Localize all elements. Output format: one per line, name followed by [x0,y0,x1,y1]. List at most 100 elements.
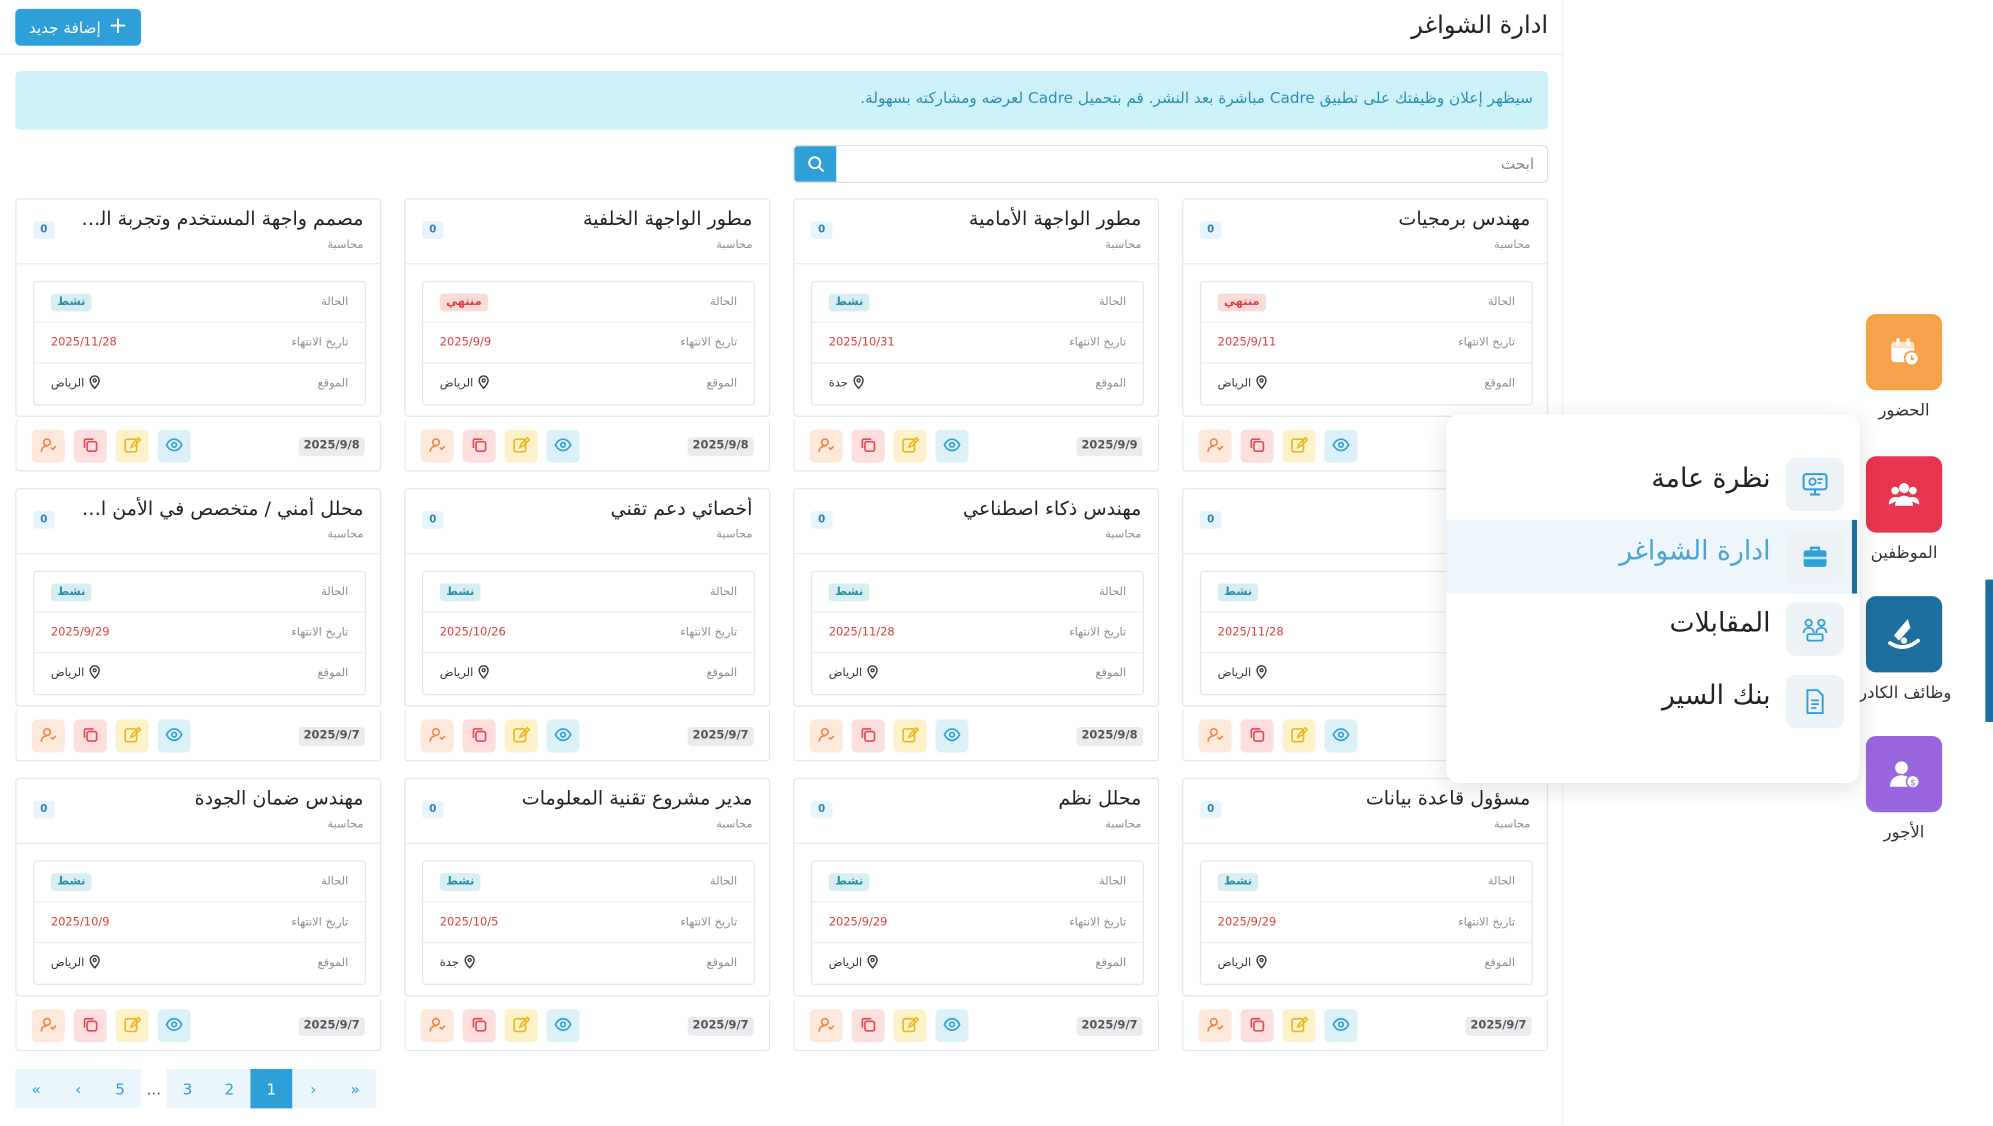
assign-user-button[interactable] [1198,429,1232,463]
assign-user-button[interactable] [809,429,843,463]
edit-icon [901,724,920,748]
search-button[interactable] [794,146,837,182]
menu-label-overview: نظرة عامة [1651,462,1771,494]
vacancy-card-body[interactable]: مطور الواجهة الأمامية محاسبة 0 الحالة نشط تار… [793,198,1160,417]
assign-user-button[interactable] [420,429,454,463]
assign-user-button[interactable] [1198,1009,1232,1043]
edit-button[interactable] [1282,719,1316,753]
edit-button[interactable] [893,429,927,463]
view-button[interactable] [1324,719,1358,753]
view-button[interactable] [157,429,191,463]
vacancy-card-body[interactable]: محلل أمني / متخصص في الأمن السيبراني محاس… [15,488,382,707]
view-button[interactable] [546,429,580,463]
edit-button[interactable] [893,719,927,753]
vacancy-info-box: الحالة منتهي تاريخ الانتهاء 2025/9/11 الموقع… [1199,280,1533,406]
vacancy-card-body[interactable]: مطور الواجهة الخلفية محاسبة 0 الحالة منتهي تا… [404,198,771,417]
rail-item-wages[interactable]: $ الأجور [1853,719,1993,859]
assign-user-button[interactable] [420,719,454,753]
page-next-button[interactable]: › [292,1068,335,1109]
rail-item-attendance[interactable]: الحضور [1853,297,1993,437]
vacancy-card-body[interactable]: مدير مشروع تقنية المعلومات محاسبة 0 الحالة ن… [404,777,771,997]
assign-user-button[interactable] [809,1009,843,1043]
end-date-row: تاريخ الانتهاء 2025/9/29 [34,613,365,654]
duplicate-button[interactable] [73,429,107,463]
view-button[interactable] [157,719,191,753]
assign-user-button[interactable] [31,429,65,463]
page-3-button[interactable]: 3 [166,1068,209,1109]
location-text: الرياض [439,667,474,681]
page-5-button[interactable]: 5 [99,1068,142,1109]
duplicate-button[interactable] [851,429,885,463]
vacancy-info-box: الحالة نشط تاريخ الانتهاء 2025/9/29 الموقع ال… [1199,860,1533,986]
briefcase-icon [1785,530,1845,584]
menu-item-vacancies[interactable]: ادارة الشواغر [1446,519,1860,594]
card-header: مدير مشروع تقنية المعلومات محاسبة 0 [405,779,769,844]
duplicate-button[interactable] [851,1009,885,1043]
view-button[interactable] [935,1009,969,1043]
eye-icon [1332,1014,1350,1038]
copy-icon [859,1014,877,1038]
edit-button[interactable] [893,1009,927,1043]
assign-user-button[interactable] [1198,719,1232,753]
edit-button[interactable] [115,1009,149,1043]
view-button[interactable] [546,1009,580,1043]
vacancy-department: محاسبة [1105,818,1142,832]
duplicate-button[interactable] [851,719,885,753]
page-2-button[interactable]: 2 [208,1068,251,1109]
vacancy-card-body[interactable]: محلل نظم محاسبة 0 الحالة نشط تاريخ الانتهاء 20… [793,777,1160,997]
end-date-label: تاريخ الانتهاء [1069,336,1127,350]
page-last-button[interactable]: » [334,1068,377,1109]
rail-item-employees[interactable]: الموظفين [1853,440,1993,580]
page-prev-button[interactable]: ‹ [57,1068,100,1109]
search-input[interactable] [836,146,1547,182]
edit-button[interactable] [115,719,149,753]
assign-user-button[interactable] [31,1009,65,1043]
view-button[interactable] [546,719,580,753]
add-new-button[interactable]: + إضافة جديد [15,8,142,46]
duplicate-button[interactable] [462,719,496,753]
info-alert: سيظهر إعلان وظيفتك على تطبيق Cadre مباشر… [15,71,1549,130]
menu-item-cv-bank[interactable]: بنك السير [1446,665,1859,739]
menu-item-interviews[interactable]: المقابلات [1446,592,1859,666]
menu-label-vacancies: ادارة الشواغر [1619,535,1771,566]
duplicate-button[interactable] [462,429,496,463]
location-value: الرياض [829,665,879,683]
duplicate-button[interactable] [73,719,107,753]
menu-item-overview[interactable]: نظرة عامة [1446,447,1859,521]
vacancy-department: محاسبة [716,528,753,542]
card-header: أخصائي دعم تقني محاسبة 0 [405,489,769,555]
eye-icon [943,1014,961,1038]
vacancy-card-body[interactable]: أخصائي دعم تقني محاسبة 0 الحالة نشط تاريخ الا… [404,488,771,707]
edit-button[interactable] [504,1009,538,1043]
view-button[interactable] [935,719,969,753]
duplicate-button[interactable] [73,1009,107,1043]
edit-button[interactable] [115,429,149,463]
edit-button[interactable] [1282,1009,1316,1043]
assign-user-button[interactable] [809,719,843,753]
view-button[interactable] [157,1009,191,1043]
duplicate-button[interactable] [1240,429,1274,463]
edit-button[interactable] [1282,429,1316,463]
assign-user-button[interactable] [420,1009,454,1043]
vacancy-card-body[interactable]: مسؤول قاعدة بيانات محاسبة 0 الحالة نشط تاريخ … [1182,777,1549,997]
duplicate-button[interactable] [1240,719,1274,753]
vacancy-card-body[interactable]: مهندس برمجيات محاسبة 0 الحالة منتهي تاريخ الا… [1182,198,1549,417]
vacancy-department: محاسبة [716,818,753,832]
view-button[interactable] [1324,429,1358,463]
view-button[interactable] [935,429,969,463]
vacancy-card-body[interactable]: مهندس ذكاء اصطناعي محاسبة 0 الحالة نشط تاريخ … [793,488,1160,707]
rail-item-cadre-jobs[interactable]: وظائف الكادر [1853,580,1993,720]
edit-button[interactable] [504,719,538,753]
applicants-count-badge: 0 [421,510,444,529]
view-button[interactable] [1324,1009,1358,1043]
vacancy-card-body[interactable]: مهندس ضمان الجودة محاسبة 0 الحالة نشط تاريخ ا… [15,777,382,997]
page-1-button[interactable]: 1 [250,1068,293,1109]
assign-user-button[interactable] [31,719,65,753]
location-row: الموقع جدة [812,364,1142,405]
duplicate-button[interactable] [1240,1009,1274,1043]
page-first-button[interactable]: « [15,1068,58,1109]
vacancy-card-body[interactable]: مصمم واجهة المستخدم وتجربة المستخدم محاسب… [15,198,382,417]
edit-button[interactable] [504,429,538,463]
duplicate-button[interactable] [462,1009,496,1043]
